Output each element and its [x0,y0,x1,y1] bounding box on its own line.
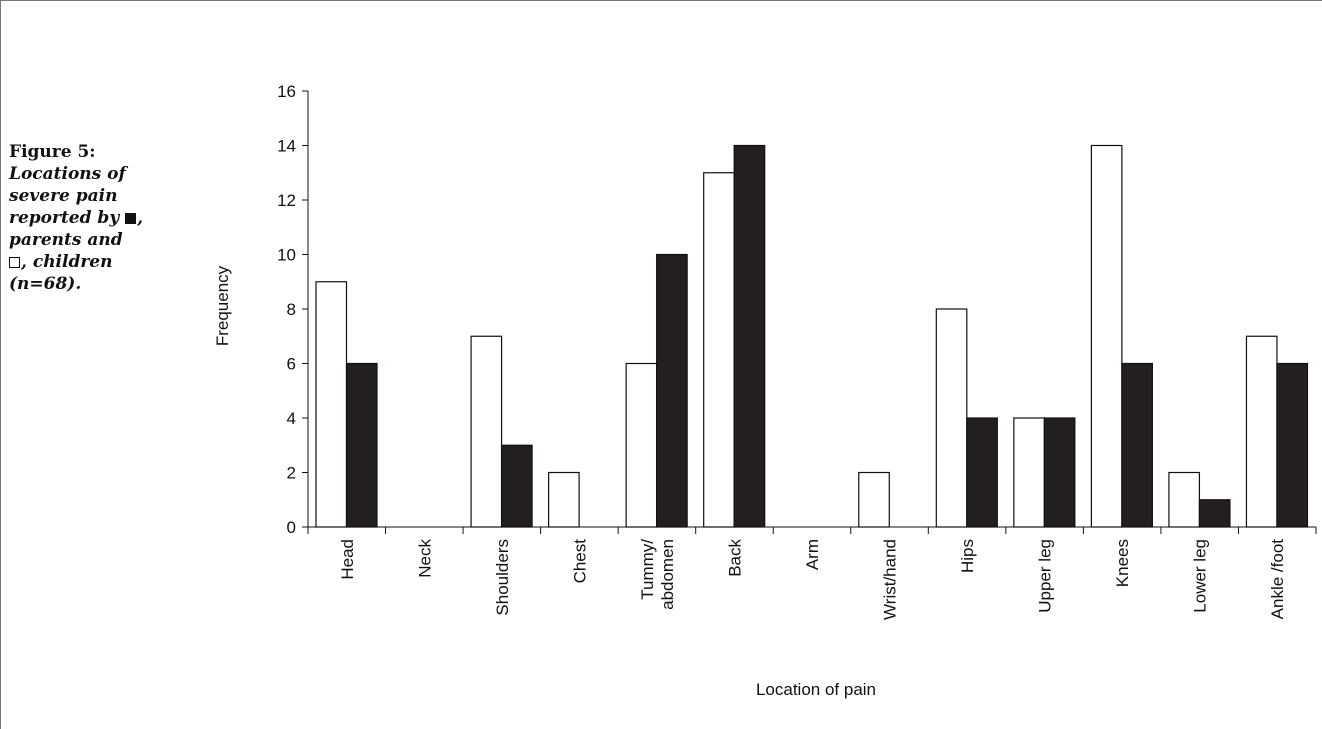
caption-line-3: reported by , [9,207,179,229]
x-tick-label: Hips [958,539,977,573]
y-tick-label: 0 [287,518,296,537]
bar-children [548,471,580,528]
caption-line-3-text: reported by [9,208,120,228]
x-tick-label-line: Chest [570,539,589,584]
y-tick-label: 10 [277,246,296,265]
x-axis-label: Location of pain [756,680,876,699]
x-tick-label-line: Lower leg [1191,539,1210,613]
y-tick-label: 12 [277,191,296,210]
y-tick-label: 16 [277,82,296,101]
y-axis: 0 2 4 6 8 10 12 14 16 [277,82,309,537]
caption-line-5-text: , children [21,252,113,272]
figure-label: Figure 5: [9,142,96,162]
y-tick-label: 14 [277,137,296,156]
x-tick-label: Head [338,539,357,580]
y-tick-label: 4 [287,409,296,428]
x-tick-label-line: Knees [1113,539,1132,587]
bar-children [935,308,968,528]
x-tick-label-line: Head [338,539,357,580]
bars [315,144,1309,528]
parents-swatch-icon [125,213,137,224]
bar-parents [966,417,998,528]
y-tick-label: 8 [287,300,296,319]
x-tick-label-line: Shoulders [493,539,512,616]
caption-line-4: parents and [9,230,123,250]
caption-line-5: , children [9,251,179,273]
x-tick-label: Lower leg [1191,539,1210,613]
y-axis-label: Frequency [213,265,232,346]
x-tick-label: Chest [570,539,589,584]
bar-children [858,471,890,528]
x-tick-label-line: Ankle /foot [1268,539,1287,620]
x-tick-label: Tummy/abdomen [638,539,677,610]
figure-caption: Figure 5: Locations of severe pain repor… [9,141,179,295]
x-tick-label: Knees [1113,539,1132,587]
x-tick-label-line: Tummy/ [638,539,657,600]
y-tick-label: 2 [287,464,296,483]
bar-parents [1121,362,1153,528]
x-tick-label-line: Upper leg [1036,539,1055,613]
x-tick-label: Ankle /foot [1268,539,1287,620]
bar-children [470,335,503,528]
children-swatch-icon [9,257,20,268]
x-tick-label-line: Neck [415,539,434,578]
bar-parents [733,144,766,528]
caption-line-2: severe pain [9,186,118,206]
bar-parents [656,253,688,528]
x-tick-label: Back [725,539,744,577]
bar-children [1168,471,1201,528]
bar-children [625,362,658,528]
x-tick-label-line: Back [725,539,744,577]
bar-children [315,281,348,528]
bar-parents [345,362,378,528]
bar-parents [1276,362,1309,528]
caption-line-6: (n=68). [9,274,82,294]
x-tick-label-line: Hips [958,539,977,573]
caption-line-3-comma: , [137,208,144,228]
caption-line-1: Locations of [9,164,126,184]
x-tick-label: Upper leg [1036,539,1055,613]
bar-parents [1043,417,1076,528]
x-tick-label-line: Wrist/hand [881,539,900,620]
bar-parents [500,444,533,528]
x-tick-label: Neck [415,539,434,578]
x-axis: Head Neck Shoulders Chest Tummy/abdomen Back A… [307,526,1317,620]
bar-children [1090,144,1123,528]
x-tick-label: Arm [803,539,822,570]
y-tick-label: 6 [287,355,296,374]
bar-children [1013,417,1045,528]
bar-children [1245,335,1278,528]
bar-children [703,172,735,528]
x-tick-label: Shoulders [493,539,512,616]
x-tick-label-line: abdomen [658,539,677,610]
bar-parents [1198,499,1231,528]
x-tick-label-line: Arm [803,539,822,570]
x-tick-label: Wrist/hand [881,539,900,620]
